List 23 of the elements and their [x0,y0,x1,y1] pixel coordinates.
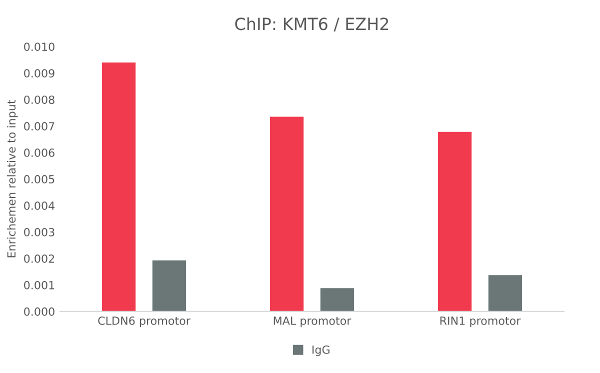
y-tick-label: 0.001 [24,280,54,290]
bar [270,116,304,312]
y-tick-label: 0.003 [24,228,54,236]
y-tick-label: 0.004 [24,202,55,210]
bar [438,132,472,312]
legend-label: IgG [312,345,330,356]
y-tick-label: 0.002 [24,254,54,263]
y-axis-title: Enrichemen relative to input [7,100,18,258]
x-tick-label: RIN1 promotor [440,316,521,328]
chart-title: ChIP: KMT6 / EZH2 [235,17,388,32]
bar [152,260,186,312]
y-tick-label: 0.010 [24,42,54,52]
bar [488,275,522,312]
y-tick-label: 0.005 [24,175,54,184]
bar [102,62,136,312]
y-tick-label: 0.008 [24,96,54,104]
x-tick-label: CLDN6 promotor [98,316,190,328]
y-tick-label: 0.006 [24,148,54,157]
x-tick-label: MAL promotor [274,316,352,328]
y-tick-label: 0.007 [24,122,54,130]
y-tick-label: 0.000 [24,307,54,316]
y-tick-label: 0.009 [24,69,54,78]
bar [320,288,354,312]
